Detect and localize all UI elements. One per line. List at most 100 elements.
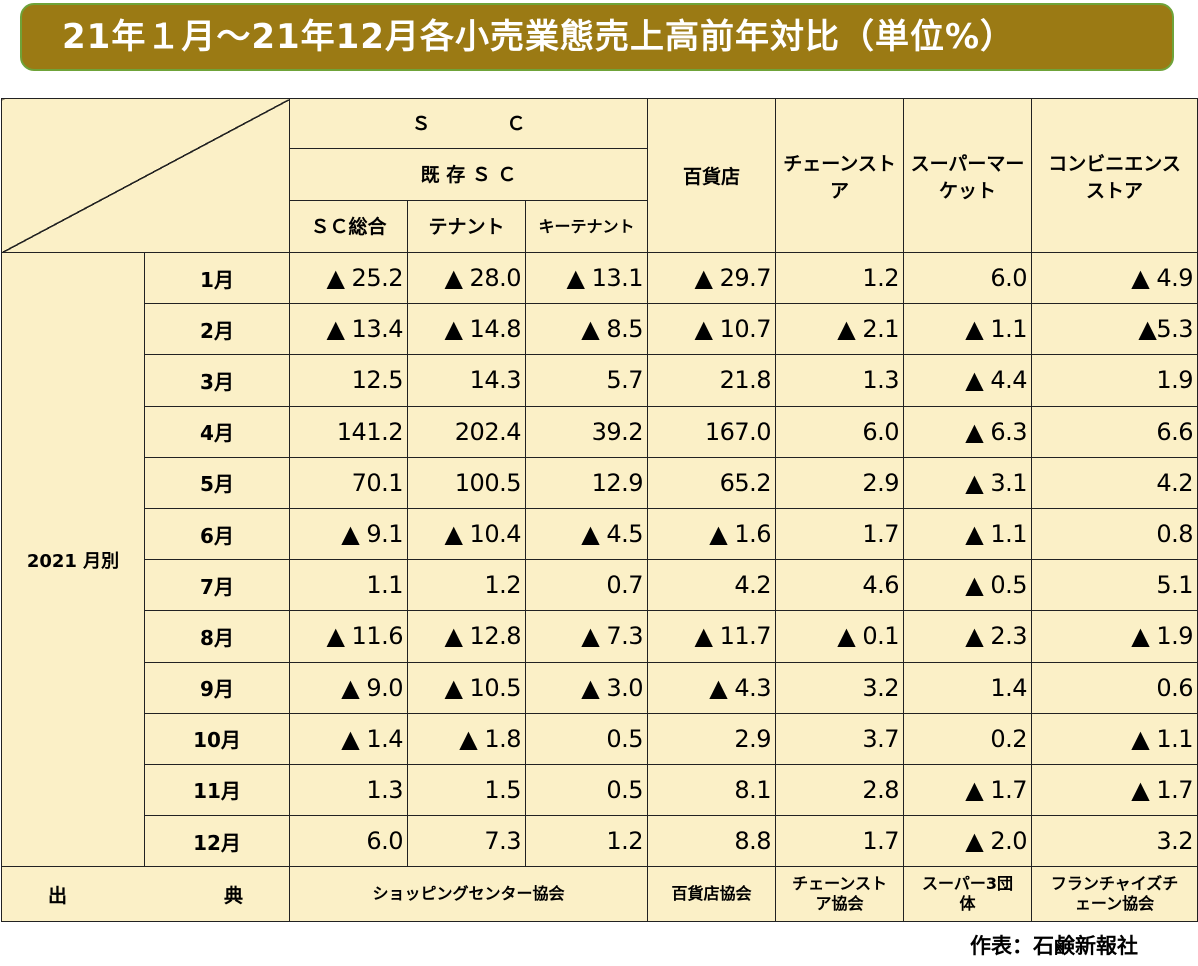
value-cell: 3.2 [1031, 815, 1198, 868]
month-cell: 4月 [144, 405, 290, 458]
value-cell: 1.3 [775, 354, 905, 407]
table-row: 2021 月別 1月 ▲ 25.2 ▲ 28.0 ▲ 13.1 ▲ 29.7 1.2 6.0 ▲… [1, 251, 1198, 868]
value-cell: 14.3 [407, 354, 526, 407]
value-cell: ▲ 12.8 [407, 610, 526, 663]
value-cell: 4.2 [1031, 456, 1198, 509]
value-cell: 65.2 [647, 456, 777, 509]
month-cell: 7月 [144, 559, 290, 612]
month-cell: 11月 [144, 763, 290, 817]
value-cell: 7.3 [407, 815, 526, 868]
table-row: 2月 ▲ 13.4 ▲ 14.8 ▲ 8.5 ▲ 10.7 ▲ 2.1 ▲ 1.1 ▲5.3 [2, 303, 1198, 356]
value-cell: 141.2 [289, 405, 408, 458]
table-body: 2021 月別 1月 ▲ 25.2 ▲ 28.0 ▲ 13.1 ▲ 29.7 1.2 6.0 ▲… [1, 251, 1198, 868]
value-cell: 1.9 [1031, 354, 1198, 407]
value-cell: ▲ 4.9 [1031, 251, 1198, 305]
table-row: 8月 ▲ 11.6 ▲ 12.8 ▲ 7.3 ▲ 11.7 ▲ 0.1 ▲ 2.3 ▲ 1.9 [2, 610, 1198, 663]
value-cell: ▲ 29.7 [647, 251, 777, 305]
value-cell: 4.2 [647, 559, 777, 612]
month-cell: 6月 [144, 507, 290, 561]
page-title: 21年１月～21年12月各小売業態売上高前年対比（単位%） [20, 3, 1174, 71]
month-cell: 2月 [144, 303, 290, 356]
value-cell: 12.5 [289, 354, 408, 407]
value-cell: 1.7 [775, 507, 905, 561]
source-supermarket: スーパー3団体 [903, 866, 1033, 923]
value-cell: 1.4 [903, 661, 1033, 714]
table-row: 5月 70.1 100.5 12.9 65.2 2.9 ▲ 3.1 4.2 [2, 456, 1198, 509]
value-cell: 0.5 [524, 763, 649, 817]
value-cell: 3.7 [775, 712, 905, 765]
value-cell: ▲ 9.0 [289, 661, 408, 714]
month-cell: 12月 [144, 815, 290, 868]
value-cell: 0.8 [1031, 507, 1198, 561]
value-cell: 0.5 [524, 712, 649, 765]
value-cell: 2.9 [775, 456, 905, 509]
table-row: 9月 ▲ 9.0 ▲ 10.5 ▲ 3.0 ▲ 4.3 3.2 1.4 0.6 [2, 661, 1198, 714]
value-cell: 12.9 [524, 456, 649, 509]
value-cell: 39.2 [524, 405, 649, 458]
value-cell: ▲ 2.0 [903, 815, 1033, 868]
value-cell: ▲ 2.1 [775, 303, 905, 356]
value-cell: 1.2 [524, 815, 649, 868]
group-label-cell: 2021 月別 [1, 251, 145, 868]
table-row: 3月 12.5 14.3 5.7 21.8 1.3 ▲ 4.4 1.9 [2, 354, 1198, 407]
value-cell: 6.0 [289, 815, 408, 868]
value-cell: 6.0 [775, 405, 905, 458]
value-cell: ▲ 0.1 [775, 610, 905, 663]
value-cell: ▲ 3.1 [903, 456, 1033, 509]
value-cell: ▲ 6.3 [903, 405, 1033, 458]
value-cell: ▲ 11.6 [289, 610, 408, 663]
value-cell: 202.4 [407, 405, 526, 458]
value-cell: 8.1 [647, 763, 777, 817]
value-cell: ▲ 1.7 [1031, 763, 1198, 817]
value-cell: ▲ 3.0 [524, 661, 649, 714]
value-cell: ▲ 1.7 [903, 763, 1033, 817]
value-cell: ▲ 10.7 [647, 303, 777, 356]
value-cell: ▲ 4.4 [903, 354, 1033, 407]
value-cell: ▲ 25.2 [289, 251, 408, 305]
value-cell: 70.1 [289, 456, 408, 509]
value-cell: ▲ 9.1 [289, 507, 408, 561]
credit-text: 作表：石鹸新報社 [970, 934, 1138, 958]
value-cell: 3.2 [775, 661, 905, 714]
value-cell: ▲ 1.1 [903, 507, 1033, 561]
value-cell: 2.9 [647, 712, 777, 765]
month-cell: 8月 [144, 610, 290, 663]
value-cell: 21.8 [647, 354, 777, 407]
month-cell: 10月 [144, 712, 290, 765]
table-row: 12月 6.0 7.3 1.2 8.8 1.7 ▲ 2.0 3.2 [2, 815, 1198, 868]
value-cell: ▲ 11.7 [647, 610, 777, 663]
source-label-right: 典 [223, 884, 243, 907]
month-cell: 5月 [144, 456, 290, 509]
month-cell: 1月 [144, 251, 290, 305]
value-cell: ▲ 1.9 [1031, 610, 1198, 663]
value-cell: 100.5 [407, 456, 526, 509]
value-cell: 6.0 [903, 251, 1033, 305]
table-row: 10月 ▲ 1.4 ▲ 1.8 0.5 2.9 3.7 0.2 ▲ 1.1 [2, 712, 1198, 765]
source-chain-store: チェーンストア協会 [775, 866, 905, 923]
source-sc: ショッピングセンター協会 [288, 866, 649, 923]
value-cell: 2.8 [775, 763, 905, 817]
table-row: 11月 1.3 1.5 0.5 8.1 2.8 ▲ 1.7 ▲ 1.7 [2, 763, 1198, 817]
value-cell: 1.2 [407, 559, 526, 612]
value-cell: 1.2 [775, 251, 905, 305]
value-cell: 6.6 [1031, 405, 1198, 458]
value-cell: ▲ 4.3 [647, 661, 777, 714]
value-cell: 0.6 [1031, 661, 1198, 714]
value-cell: 8.8 [647, 815, 777, 868]
value-cell: ▲ 10.5 [407, 661, 526, 714]
table-row: 7月 1.1 1.2 0.7 4.2 4.6 ▲ 0.5 5.1 [2, 559, 1198, 612]
value-cell: ▲ 7.3 [524, 610, 649, 663]
value-cell: 1.7 [775, 815, 905, 868]
month-cell: 3月 [144, 354, 290, 407]
header-chain-store: チェーンストア [775, 98, 905, 253]
value-cell: ▲ 13.1 [524, 251, 649, 305]
value-cell: ▲ 28.0 [407, 251, 526, 305]
value-cell: ▲ 2.3 [903, 610, 1033, 663]
value-cell: 0.7 [524, 559, 649, 612]
value-cell: ▲ 1.8 [407, 712, 526, 765]
header-existing-sc: 既 存 Ｓ Ｃ [288, 148, 649, 201]
month-cell: 9月 [144, 661, 290, 714]
value-cell: ▲ 8.5 [524, 303, 649, 356]
value-cell: 1.1 [289, 559, 408, 612]
table-row: 6月 ▲ 9.1 ▲ 10.4 ▲ 4.5 ▲ 1.6 1.7 ▲ 1.1 0.8 [2, 507, 1198, 561]
